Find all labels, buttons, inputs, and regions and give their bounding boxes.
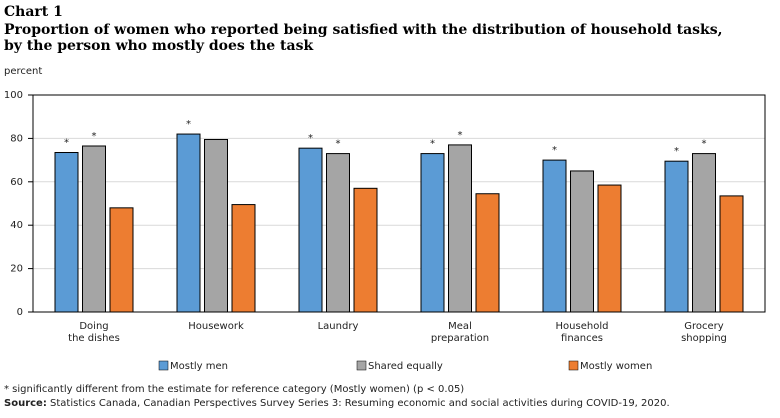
bar bbox=[475, 193, 500, 313]
significance-marker: * bbox=[64, 138, 69, 149]
legend-swatch bbox=[158, 360, 169, 371]
x-tick-label: Meal bbox=[448, 321, 472, 332]
legend-label: Mostly men bbox=[170, 361, 228, 372]
y-tick-label: 40 bbox=[10, 220, 23, 231]
plot-frame bbox=[32, 94, 766, 313]
x-tick-label: preparation bbox=[431, 333, 489, 344]
bar bbox=[420, 153, 445, 313]
y-tick-label: 100 bbox=[4, 90, 23, 101]
legend-label: Mostly women bbox=[580, 361, 652, 372]
bar bbox=[109, 207, 134, 313]
significance-marker: * bbox=[702, 139, 707, 150]
x-tick-label: Housework bbox=[188, 321, 244, 332]
y-tick-label: 20 bbox=[10, 264, 23, 275]
legend-label: Shared equally bbox=[368, 361, 443, 372]
bar bbox=[719, 195, 744, 313]
legend-swatch bbox=[356, 360, 367, 371]
bar bbox=[231, 204, 256, 313]
significance-marker: * bbox=[186, 119, 191, 130]
significance-marker: * bbox=[430, 139, 435, 150]
bar bbox=[692, 153, 716, 313]
y-tick-label: 0 bbox=[17, 307, 23, 318]
significance-marker: * bbox=[552, 145, 557, 156]
bar bbox=[448, 144, 472, 313]
bar bbox=[82, 145, 106, 313]
bar bbox=[204, 138, 228, 313]
x-tick-label: Household bbox=[556, 321, 609, 332]
bar bbox=[176, 133, 201, 313]
y-tick-label: 80 bbox=[10, 133, 23, 144]
legend-swatch bbox=[568, 360, 579, 371]
chart-title: Proportion of women who reported being s… bbox=[4, 22, 723, 38]
bar bbox=[597, 184, 622, 313]
bar bbox=[353, 187, 378, 313]
chart-title: by the person who mostly does the task bbox=[4, 38, 313, 54]
x-tick-label: finances bbox=[561, 333, 603, 344]
x-tick-label: Doing bbox=[79, 321, 108, 332]
significance-marker: * bbox=[336, 139, 341, 150]
y-axis-label: percent bbox=[4, 66, 42, 77]
bar bbox=[570, 170, 594, 313]
bar bbox=[54, 152, 79, 313]
bar bbox=[326, 153, 350, 313]
chart-label: Chart 1 bbox=[4, 4, 63, 20]
bar bbox=[298, 147, 323, 313]
x-tick-label: the dishes bbox=[68, 333, 120, 344]
bar bbox=[542, 159, 567, 313]
y-tick-label: 60 bbox=[10, 177, 23, 188]
footnote: * significantly different from the estim… bbox=[4, 384, 464, 395]
significance-marker: * bbox=[308, 133, 313, 144]
x-tick-label: Grocery bbox=[684, 321, 724, 332]
significance-marker: * bbox=[674, 146, 679, 157]
source-text: Statistics Canada, Canadian Perspectives… bbox=[50, 398, 670, 409]
x-tick-label: shopping bbox=[681, 333, 727, 344]
significance-marker: * bbox=[92, 131, 97, 142]
significance-marker: * bbox=[458, 130, 463, 141]
x-tick-label: Laundry bbox=[318, 321, 359, 332]
source-label: Source: bbox=[4, 398, 47, 409]
source: Source: Statistics Canada, Canadian Pers… bbox=[4, 398, 670, 409]
bar bbox=[664, 160, 689, 313]
